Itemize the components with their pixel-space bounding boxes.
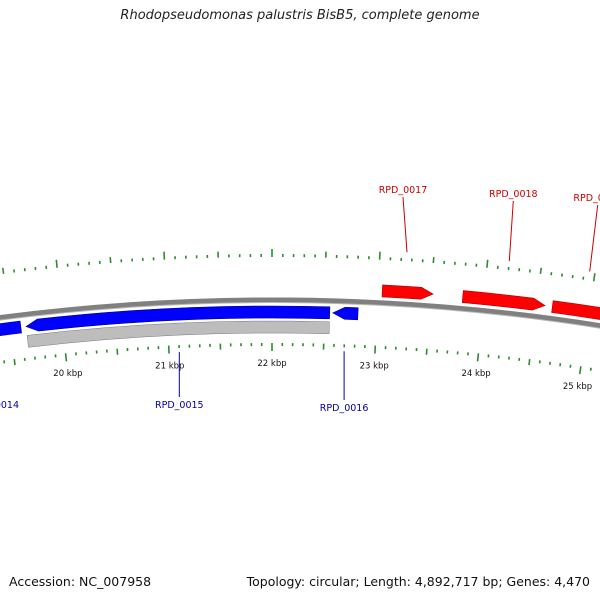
backbone-arc — [0, 297, 600, 329]
genome-summary-text: Topology: circular; Length: 4,892,717 bp… — [246, 574, 590, 589]
gene-label-leader — [589, 204, 599, 272]
scale-label: 25 kbp — [563, 382, 592, 392]
scale-tick — [116, 348, 119, 355]
scale-tick — [486, 259, 489, 268]
scale-tick — [578, 366, 582, 375]
genome-backbone — [0, 297, 600, 329]
gene-label: RPD_0018 — [489, 189, 538, 200]
forward-gene-track — [381, 284, 600, 320]
scale-tick — [109, 257, 112, 264]
gene-label-leader — [402, 196, 408, 253]
scale-tick — [13, 359, 16, 366]
gene-label-leader — [508, 200, 514, 262]
forward-gene-arrow — [551, 300, 600, 320]
scale-tick — [569, 364, 572, 368]
backbone-highlight — [0, 302, 600, 329]
scale-tick — [476, 353, 480, 362]
inner-tick-ring — [3, 343, 592, 375]
scale-label: 21 kbp — [155, 362, 184, 372]
scale-tick — [589, 367, 592, 371]
scale-tick — [55, 259, 58, 268]
gene-label: RPD_0016 — [320, 403, 369, 414]
scale-label: 20 kbp — [53, 369, 82, 379]
scale-tick — [539, 267, 542, 274]
outer-tick-ring — [2, 249, 596, 282]
scale-tick — [571, 274, 574, 279]
forward-gene-arrow — [381, 284, 434, 300]
scale-tick — [592, 273, 596, 282]
gene-label: RPD_0015 — [155, 400, 204, 411]
reverse-gene-arrow — [0, 320, 22, 337]
reverse-gene-track — [0, 305, 359, 337]
reverse-feature-bar — [26, 320, 330, 348]
map-title: Rhodopseudomonas palustris BisB5, comple… — [120, 8, 480, 23]
scale-tick — [64, 353, 68, 362]
scale-tick — [425, 348, 428, 355]
scale-tick — [432, 257, 435, 264]
reverse-gene-arrow — [332, 306, 359, 321]
reverse-feature-track — [26, 320, 330, 348]
reverse-gene-arrow — [25, 305, 331, 332]
gene-label: RPD_0014 — [0, 400, 19, 411]
scale-label: 24 kbp — [461, 369, 490, 379]
scale-label: 22 kbp — [257, 359, 286, 369]
gene-label: RPD_0017 — [379, 185, 428, 196]
scale-tick — [528, 359, 531, 366]
forward-gene-arrow — [461, 290, 546, 311]
gene-label: RPD_0019 — [573, 193, 600, 204]
scale-tick — [2, 267, 5, 274]
scale-label: 23 kbp — [360, 362, 389, 372]
accession-text: Accession: NC_007958 — [9, 574, 152, 589]
